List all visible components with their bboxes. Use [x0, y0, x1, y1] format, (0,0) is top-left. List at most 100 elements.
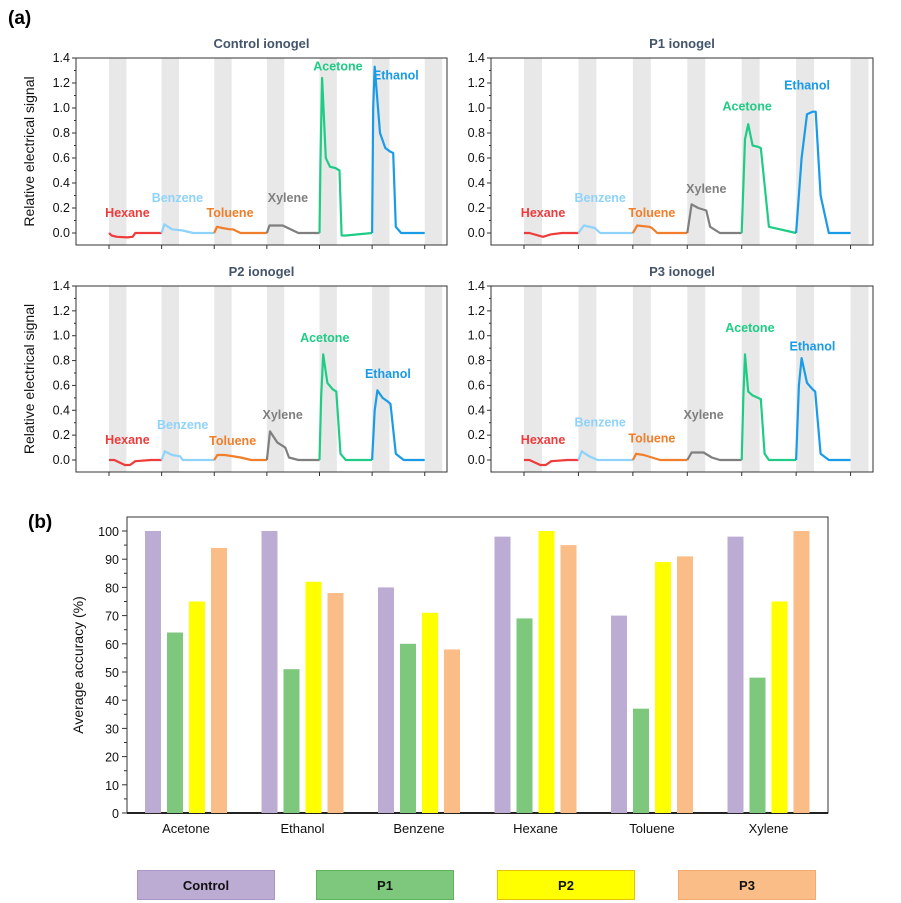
y-tick-label: 0.0: [468, 453, 485, 467]
exposure-band: [161, 58, 179, 245]
series-line-benzene: [160, 223, 215, 235]
legend-item-p3: P3: [678, 870, 816, 900]
bar-p2: [538, 531, 555, 813]
series-label-hexane: Hexane: [521, 206, 566, 220]
category-label: Xylene: [749, 821, 789, 836]
y-axis-label: Relative electrical signal: [21, 304, 37, 454]
exposure-band: [109, 58, 127, 245]
bar-p1: [516, 618, 533, 813]
exposure-band: [524, 286, 542, 472]
series-line-hexane: [108, 231, 162, 239]
y-tick-label: 1.0: [468, 329, 485, 343]
exposure-band: [109, 286, 127, 472]
panel-title: P1 ionogel: [649, 36, 715, 51]
series-label-acetone: Acetone: [722, 100, 771, 114]
exposure-band: [741, 58, 760, 245]
bar-p2: [422, 612, 438, 813]
series-label-hexane: Hexane: [105, 206, 150, 220]
line-chart-3: 0.0 0.2 0.4 0.6 0.8 1.0 1.2 1.4 P2 ionogel Relati…: [21, 264, 448, 476]
exposure-band: [632, 58, 651, 245]
y-tick-label: 1.2: [53, 304, 70, 318]
series-line-xylene: [686, 203, 742, 235]
exposure-band: [266, 58, 285, 245]
series-line-acetone: [740, 353, 797, 462]
y-tick-label: 60: [105, 638, 119, 652]
bar-p2: [655, 562, 671, 813]
y-tick-label: 70: [105, 610, 119, 624]
series-label-acetone: Acetone: [313, 60, 362, 74]
bar-control: [727, 536, 744, 813]
series-line-toluene: [213, 225, 267, 235]
bar-plot-frame: [126, 516, 829, 814]
series-line-toluene: [631, 452, 688, 462]
series-line-hexane: [109, 458, 162, 467]
legend-item-p1: P1: [316, 870, 454, 900]
y-tick-label: 0.0: [53, 226, 70, 240]
y-tick-label: 0: [112, 807, 119, 821]
series-line-hexane: [524, 458, 579, 467]
bar-p3: [444, 649, 460, 813]
category-label: Ethanol: [280, 821, 324, 836]
plot-frame: [490, 57, 874, 246]
y-tick-label: 100: [98, 525, 119, 539]
y-tick-label: 1.4: [53, 51, 70, 65]
y-tick-label: 0.0: [53, 453, 70, 467]
y-tick-label: 0.4: [53, 403, 70, 417]
y-tick-label: 0.6: [468, 378, 485, 392]
series-label-benzene: Benzene: [574, 191, 625, 205]
y-tick-label: 80: [105, 581, 119, 595]
exposure-band: [424, 58, 443, 245]
series-line-xylene: [265, 430, 320, 462]
y-tick-label: 0.4: [468, 176, 485, 190]
exposure-band: [161, 286, 179, 472]
bar-control: [378, 587, 394, 813]
exposure-band: [687, 58, 706, 245]
series-label-ethanol: Ethanol: [365, 367, 411, 381]
series-label-xylene: Xylene: [262, 408, 302, 422]
exposure-band: [524, 58, 542, 245]
y-axis-label: Average accuracy (%): [70, 596, 86, 733]
bar-control: [261, 531, 278, 813]
series-line-benzene: [577, 450, 633, 462]
bar-p2: [305, 581, 322, 813]
panel-title: P2 ionogel: [229, 264, 295, 279]
exposure-band: [266, 286, 285, 472]
panel-title: Control ionogel: [213, 36, 309, 51]
series-line-acetone: [740, 123, 797, 235]
series-label-hexane: Hexane: [521, 433, 566, 447]
series-line-xylene: [686, 451, 742, 462]
bar-p3: [327, 593, 344, 813]
y-tick-label: 0.8: [468, 354, 485, 368]
category-label: Toluene: [629, 821, 675, 836]
y-tick-label: 1.2: [53, 76, 70, 90]
exposure-band: [687, 286, 706, 472]
y-tick-label: 1.0: [53, 101, 70, 115]
y-tick-label: 1.0: [53, 329, 70, 343]
bar-control: [145, 531, 161, 813]
exposure-band: [578, 286, 597, 472]
bar-p1: [749, 677, 766, 813]
series-label-ethanol: Ethanol: [790, 340, 836, 354]
exposure-band: [850, 58, 869, 245]
y-tick-label: 0.4: [53, 176, 70, 190]
series-line-xylene: [265, 224, 320, 235]
y-tick-label: 0.6: [468, 151, 485, 165]
series-label-acetone: Acetone: [300, 331, 349, 345]
bar-p3: [211, 547, 227, 813]
series-line-hexane: [524, 231, 579, 238]
bar-p3: [677, 556, 693, 813]
plot-frame: [75, 285, 448, 473]
series-label-toluene: Toluene: [207, 206, 254, 220]
y-tick-label: 1.2: [468, 304, 485, 318]
category-label: Benzene: [393, 821, 444, 836]
bar-control: [494, 536, 511, 813]
y-tick-label: 1.4: [468, 279, 485, 293]
exposure-band: [214, 286, 232, 472]
series-line-toluene: [213, 453, 267, 462]
bar-p1: [167, 632, 183, 813]
y-tick-label: 0.6: [53, 378, 70, 392]
exposure-band: [319, 286, 337, 472]
panel-title: P3 ionogel: [649, 264, 715, 279]
series-line-acetone: [318, 76, 373, 237]
category-label: Hexane: [513, 821, 558, 836]
